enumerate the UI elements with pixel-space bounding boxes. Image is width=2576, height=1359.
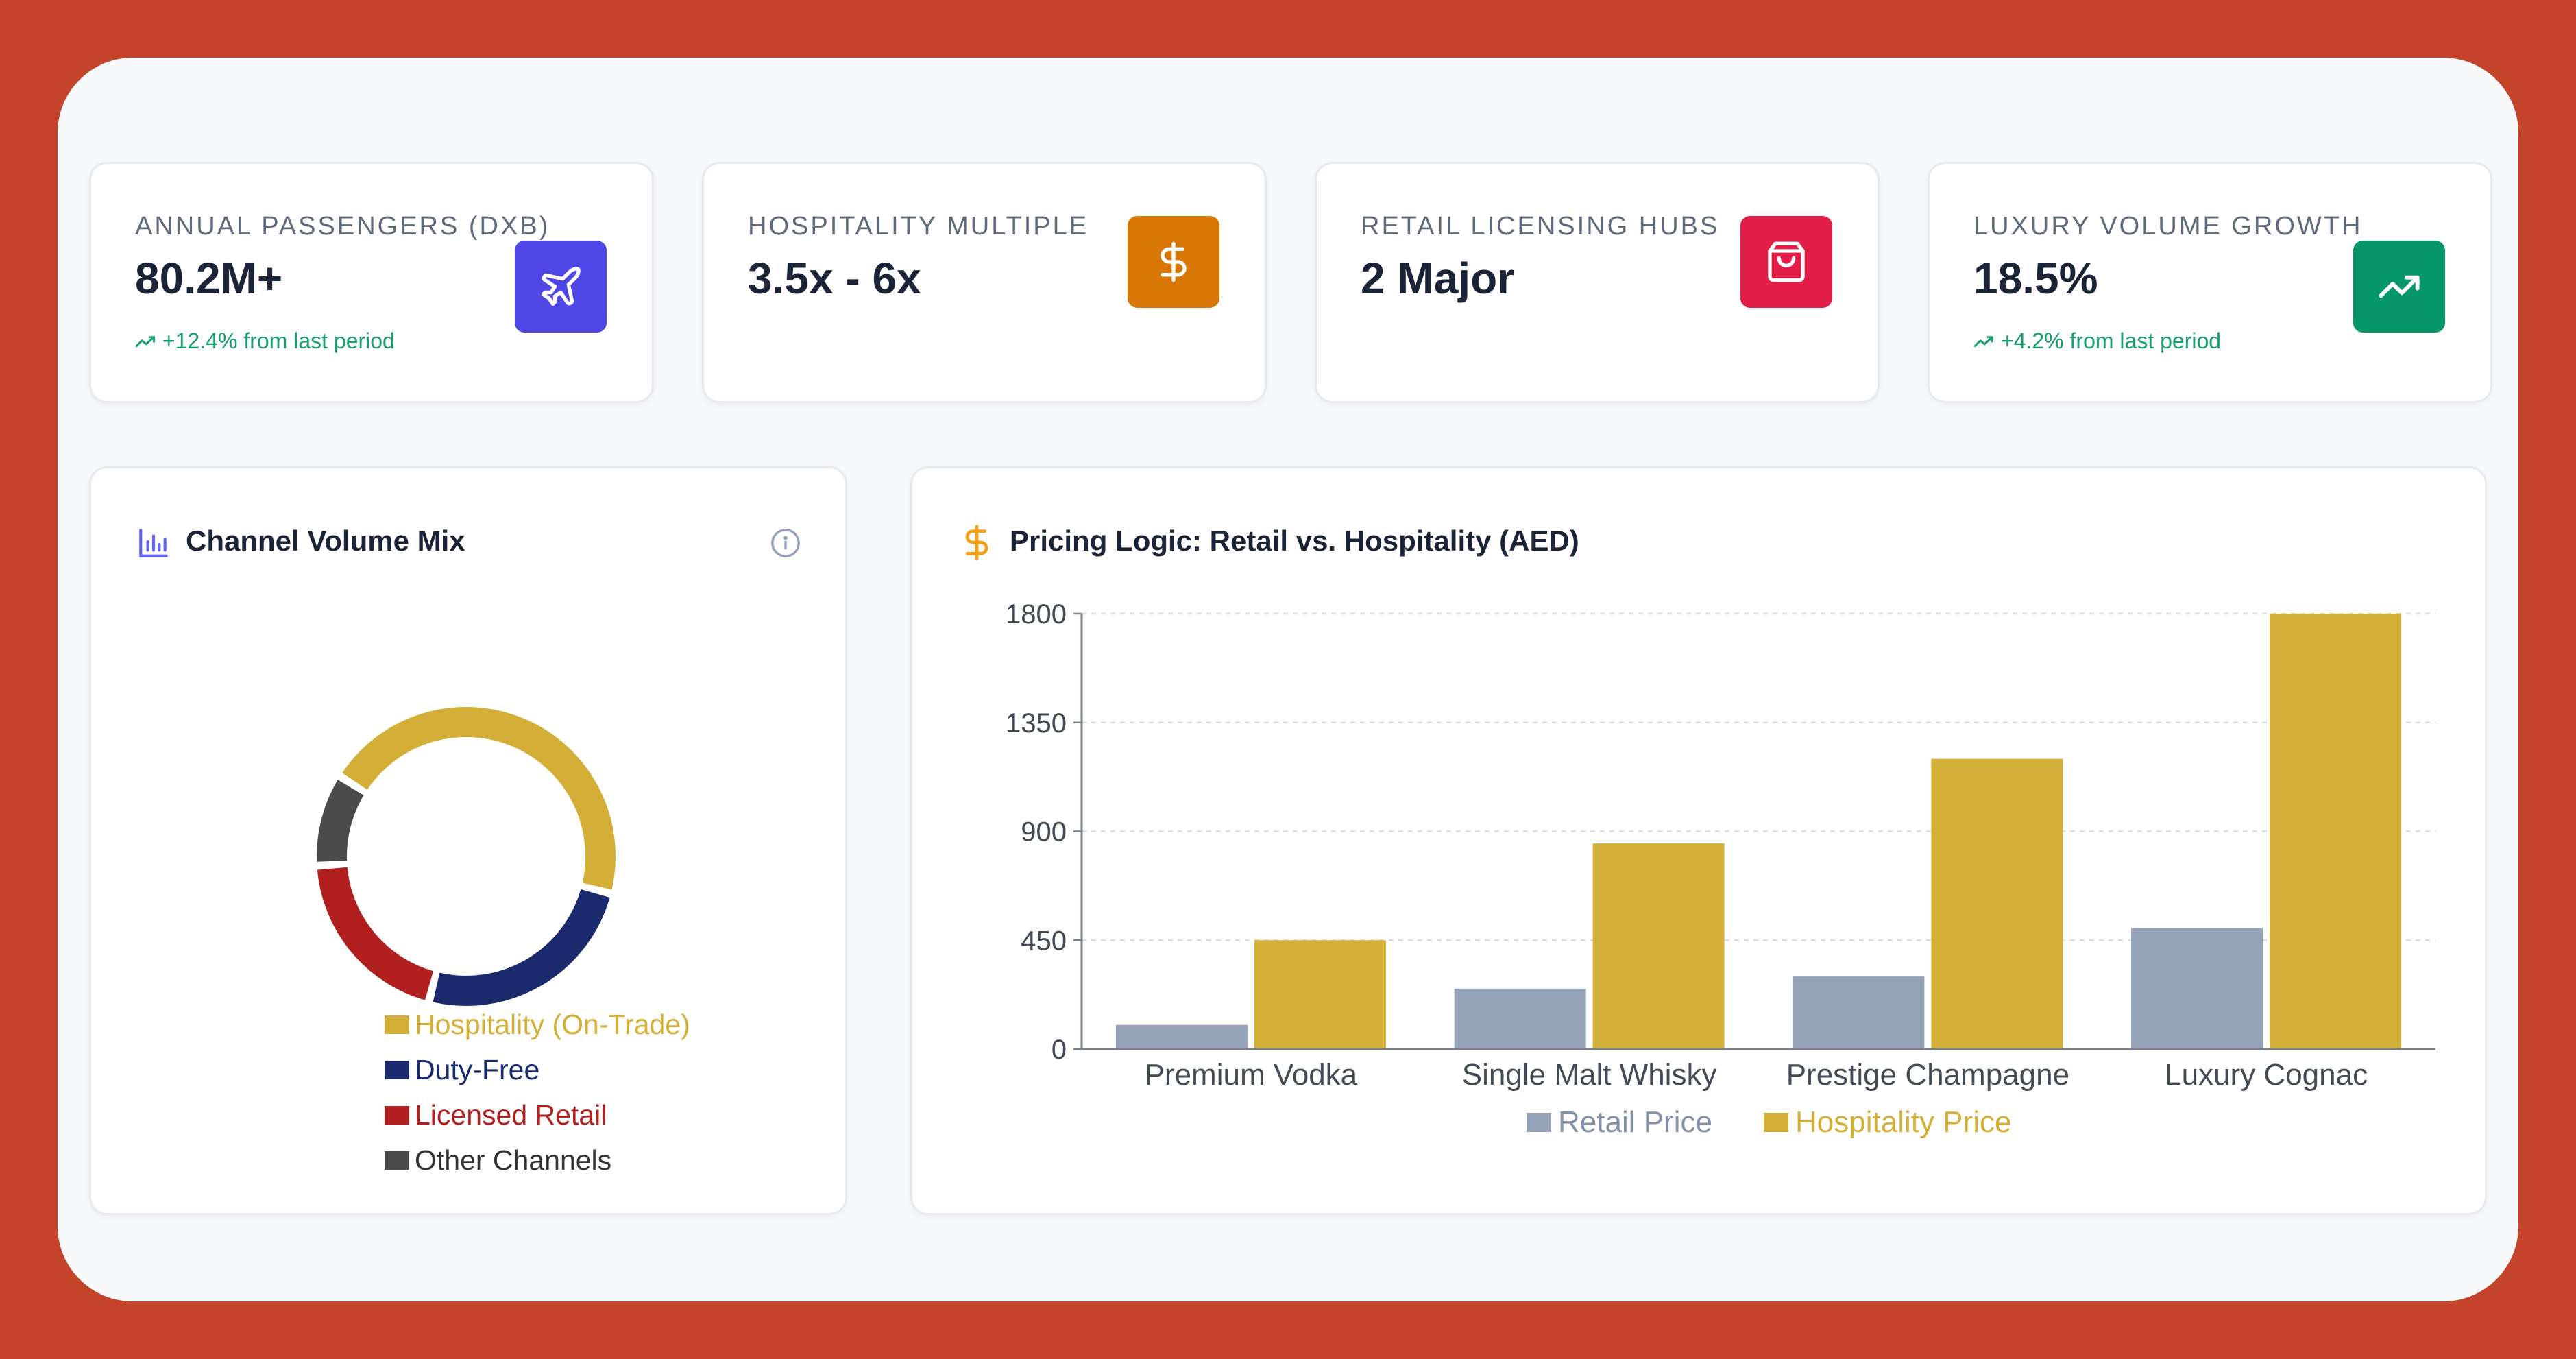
donut-slice-other-channels[interactable] [317, 780, 364, 862]
bar-hospitality-price-premium-vodka[interactable] [1254, 940, 1386, 1049]
y-tick-label: 0 [1052, 1035, 1067, 1065]
bar-retail-price-luxury-cognac[interactable] [2131, 928, 2263, 1049]
x-tick-label: Prestige Champagne [1786, 1058, 2069, 1092]
legend-label-retail-price[interactable]: Retail Price [1558, 1105, 1712, 1139]
bar-hospitality-price-luxury-cognac[interactable] [2270, 614, 2402, 1049]
legend-swatch [385, 1151, 409, 1170]
legend-item-duty-free[interactable]: Duty-Free [385, 1054, 539, 1086]
panel-title: Pricing Logic: Retail vs. Hospitality (A… [1010, 525, 1579, 557]
bar-retail-price-single-malt-whisky[interactable] [1454, 988, 1586, 1049]
kpi-value: 3.5x - 6x [748, 254, 921, 303]
kpi-trend-text: +12.4% from last period [162, 328, 395, 353]
trending-up-icon [2353, 241, 2445, 333]
x-tick-label: Luxury Cognac [2165, 1058, 2368, 1092]
kpi-label: HOSPITALITY MULTIPLE [748, 212, 1089, 241]
kpi-card-retail-hubs: RETAIL LICENSING HUBS 2 Major [1315, 162, 1880, 403]
kpi-label: RETAIL LICENSING HUBS [1361, 212, 1720, 241]
legend-item-other-channels[interactable]: Other Channels [385, 1144, 611, 1177]
info-icon[interactable] [770, 527, 801, 559]
y-tick-label: 1350 [1006, 708, 1067, 738]
plane-icon [515, 241, 607, 333]
y-tick-label: 450 [1021, 926, 1067, 956]
kpi-value: 2 Major [1361, 254, 1515, 303]
bar-chart: 0 450 900 1350 1800 Premium Vodka Single Malt … [1006, 599, 2435, 1139]
kpi-value: 18.5% [1973, 254, 2098, 303]
pricing-panel: Pricing Logic: Retail vs. Hospitality (A… [910, 466, 2487, 1215]
channel-volume-panel: Channel Volume Mix Hospitality (On-Trade… [89, 466, 847, 1215]
trend-up-icon [135, 335, 155, 348]
kpi-trend-text: +4.2% from last period [2001, 328, 2222, 353]
kpi-trend: +12.4% from last period [135, 328, 395, 354]
donut-slice-hospitality-on-trade[interactable] [342, 707, 616, 890]
y-tick-label: 900 [1021, 817, 1067, 847]
legend-swatch-hospitality-price[interactable] [1764, 1113, 1788, 1132]
kpi-label: LUXURY VOLUME GROWTH [1973, 212, 2363, 241]
panel-title: Channel Volume Mix [186, 525, 465, 557]
bar-retail-price-prestige-champagne[interactable] [1793, 976, 1925, 1049]
kpi-trend: +4.2% from last period [1973, 328, 2221, 354]
dollar-icon [1128, 216, 1219, 308]
x-tick-label: Premium Vodka [1145, 1058, 1358, 1092]
donut-slice-licensed-retail[interactable] [317, 867, 434, 1000]
legend-item-licensed-retail[interactable]: Licensed Retail [385, 1099, 607, 1131]
y-tick-label: 1800 [1006, 599, 1067, 629]
donut-chart [317, 707, 616, 1006]
kpi-card-hospitality-multiple: HOSPITALITY MULTIPLE 3.5x - 6x [702, 162, 1267, 403]
kpi-card-luxury-growth: LUXURY VOLUME GROWTH 18.5% +4.2% from la… [1928, 162, 2492, 403]
shopping-bag-icon [1740, 216, 1832, 308]
legend-label: Licensed Retail [415, 1099, 607, 1131]
donut-slice-duty-free[interactable] [433, 889, 610, 1006]
legend-swatch [385, 1061, 409, 1079]
kpi-card-passengers: ANNUAL PASSENGERS (DXB) 80.2M+ +12.4% fr… [89, 162, 654, 403]
legend-item-hospitality-on-trade[interactable]: Hospitality (On-Trade) [385, 1009, 690, 1041]
x-tick-label: Single Malt Whisky [1462, 1058, 1717, 1092]
legend-label: Hospitality (On-Trade) [415, 1009, 690, 1040]
bar-hospitality-price-single-malt-whisky[interactable] [1592, 843, 1725, 1049]
dollar-icon [965, 525, 988, 560]
kpi-label: ANNUAL PASSENGERS (DXB) [135, 212, 550, 241]
bar-retail-price-premium-vodka[interactable] [1115, 1024, 1248, 1049]
legend-swatch [385, 1106, 409, 1125]
legend-swatch [385, 1015, 409, 1034]
legend-label: Duty-Free [415, 1054, 540, 1085]
legend-label-hospitality-price[interactable]: Hospitality Price [1795, 1105, 2011, 1139]
trend-up-icon [1973, 335, 1993, 348]
legend-swatch-retail-price[interactable] [1527, 1113, 1551, 1132]
bar-chart-icon [139, 529, 168, 557]
legend-label: Other Channels [415, 1144, 612, 1176]
kpi-value: 80.2M+ [135, 254, 283, 303]
dashboard-frame: ANNUAL PASSENGERS (DXB) 80.2M+ +12.4% fr… [58, 58, 2518, 1301]
bar-hospitality-price-prestige-champagne[interactable] [1931, 758, 2063, 1049]
